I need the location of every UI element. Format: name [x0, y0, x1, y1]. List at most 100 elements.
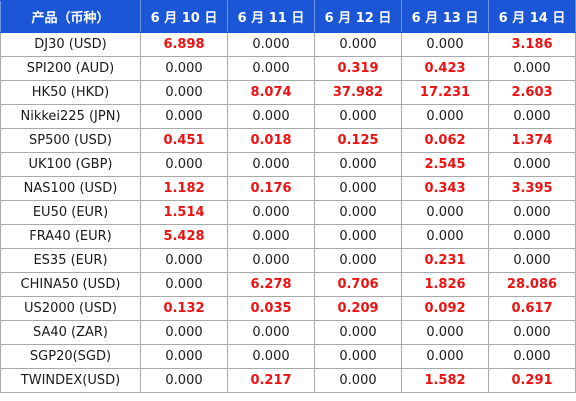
table-row: ES35 (EUR) 0.000 0.000 0.000 0.231 0.000	[0, 248, 576, 273]
value-cell: 0.000	[140, 80, 228, 105]
value-cell: 0.035	[227, 296, 315, 321]
value-cell: 0.000	[227, 248, 315, 273]
value-cell: 0.000	[227, 32, 315, 57]
value-cell: 0.617	[488, 296, 576, 321]
header-date-3: 6 月 12 日	[314, 0, 402, 33]
value-cell: 5.428	[140, 224, 228, 249]
product-name-cell: EU50 (EUR)	[0, 200, 141, 225]
product-name-cell: TWINDEX(USD)	[0, 368, 141, 393]
value-cell: 0.000	[488, 152, 576, 177]
product-name-cell: FRA40 (EUR)	[0, 224, 141, 249]
table-row: SP500 (USD) 0.451 0.018 0.125 0.062 1.374	[0, 128, 576, 153]
table-row: EU50 (EUR) 1.514 0.000 0.000 0.000 0.000	[0, 200, 576, 225]
value-cell: 0.343	[401, 176, 489, 201]
value-cell: 0.000	[314, 32, 402, 57]
value-cell: 0.000	[140, 248, 228, 273]
header-date-5: 6 月 14 日	[488, 0, 576, 33]
product-name-cell: CHINA50 (USD)	[0, 272, 141, 297]
value-cell: 0.000	[401, 344, 489, 369]
value-cell: 0.000	[314, 104, 402, 129]
value-cell: 0.000	[314, 368, 402, 393]
value-cell: 1.826	[401, 272, 489, 297]
product-name-cell: Nikkei225 (JPN)	[0, 104, 141, 129]
value-cell: 1.514	[140, 200, 228, 225]
value-cell: 1.582	[401, 368, 489, 393]
value-cell: 0.000	[227, 104, 315, 129]
value-cell: 0.000	[227, 224, 315, 249]
value-cell: 0.000	[227, 320, 315, 345]
value-cell: 0.000	[314, 152, 402, 177]
table-row: TWINDEX(USD) 0.000 0.217 0.000 1.582 0.291	[0, 368, 576, 393]
value-cell: 1.374	[488, 128, 576, 153]
value-cell: 0.000	[314, 176, 402, 201]
value-cell: 28.086	[488, 272, 576, 297]
product-name-cell: SPI200 (AUD)	[0, 56, 141, 81]
value-cell: 0.176	[227, 176, 315, 201]
value-cell: 0.132	[140, 296, 228, 321]
value-cell: 0.209	[314, 296, 402, 321]
value-cell: 0.000	[488, 320, 576, 345]
table-body: DJ30 (USD) 6.898 0.000 0.000 0.000 3.186 SPI20…	[0, 32, 576, 393]
value-cell: 0.217	[227, 368, 315, 393]
product-name-cell: ES35 (EUR)	[0, 248, 141, 273]
value-cell: 3.186	[488, 32, 576, 57]
header-date-2: 6 月 11 日	[227, 0, 315, 33]
value-cell: 0.423	[401, 56, 489, 81]
table-row: NAS100 (USD) 1.182 0.176 0.000 0.343 3.395	[0, 176, 576, 201]
product-name-cell: US2000 (USD)	[0, 296, 141, 321]
value-cell: 0.062	[401, 128, 489, 153]
value-cell: 0.000	[140, 320, 228, 345]
value-cell: 0.000	[140, 104, 228, 129]
value-cell: 2.545	[401, 152, 489, 177]
value-cell: 0.000	[140, 344, 228, 369]
product-name-cell: HK50 (HKD)	[0, 80, 141, 105]
table-row: SA40 (ZAR) 0.000 0.000 0.000 0.000 0.000	[0, 320, 576, 345]
value-cell: 0.018	[227, 128, 315, 153]
value-cell: 0.000	[401, 200, 489, 225]
product-name-cell: SP500 (USD)	[0, 128, 141, 153]
value-cell: 0.000	[488, 200, 576, 225]
value-cell: 0.000	[488, 104, 576, 129]
value-cell: 2.603	[488, 80, 576, 105]
table-row: UK100 (GBP) 0.000 0.000 0.000 2.545 0.000	[0, 152, 576, 177]
value-cell: 17.231	[401, 80, 489, 105]
table-row: SPI200 (AUD) 0.000 0.000 0.319 0.423 0.000	[0, 56, 576, 81]
value-cell: 0.000	[488, 344, 576, 369]
value-cell: 0.319	[314, 56, 402, 81]
value-cell: 0.000	[401, 32, 489, 57]
value-cell: 6.898	[140, 32, 228, 57]
header-product: 产品（币种）	[0, 0, 141, 33]
value-cell: 0.000	[227, 56, 315, 81]
value-cell: 0.451	[140, 128, 228, 153]
value-cell: 0.000	[227, 344, 315, 369]
table-header-row: 产品（币种） 6 月 10 日 6 月 11 日 6 月 12 日 6 月 13…	[0, 0, 576, 33]
value-cell: 3.395	[488, 176, 576, 201]
value-cell: 0.000	[314, 248, 402, 273]
value-cell: 0.291	[488, 368, 576, 393]
value-cell: 0.000	[401, 320, 489, 345]
value-cell: 8.074	[227, 80, 315, 105]
product-name-cell: UK100 (GBP)	[0, 152, 141, 177]
value-cell: 1.182	[140, 176, 228, 201]
value-cell: 0.000	[140, 272, 228, 297]
table-row: HK50 (HKD) 0.000 8.074 37.982 17.231 2.603	[0, 80, 576, 105]
product-name-cell: NAS100 (USD)	[0, 176, 141, 201]
value-cell: 0.000	[140, 152, 228, 177]
value-cell: 0.000	[401, 104, 489, 129]
value-cell: 0.000	[227, 152, 315, 177]
table-row: CHINA50 (USD) 0.000 6.278 0.706 1.826 28.086	[0, 272, 576, 297]
table-row: US2000 (USD) 0.132 0.035 0.209 0.092 0.617	[0, 296, 576, 321]
value-cell: 0.000	[488, 248, 576, 273]
value-cell: 37.982	[314, 80, 402, 105]
value-cell: 0.000	[314, 320, 402, 345]
header-date-4: 6 月 13 日	[401, 0, 489, 33]
value-cell: 0.000	[314, 344, 402, 369]
value-cell: 0.000	[401, 224, 489, 249]
value-cell: 0.000	[488, 56, 576, 81]
table-row: FRA40 (EUR) 5.428 0.000 0.000 0.000 0.000	[0, 224, 576, 249]
value-cell: 0.125	[314, 128, 402, 153]
value-cell: 0.706	[314, 272, 402, 297]
value-cell: 0.000	[140, 56, 228, 81]
value-cell: 0.231	[401, 248, 489, 273]
